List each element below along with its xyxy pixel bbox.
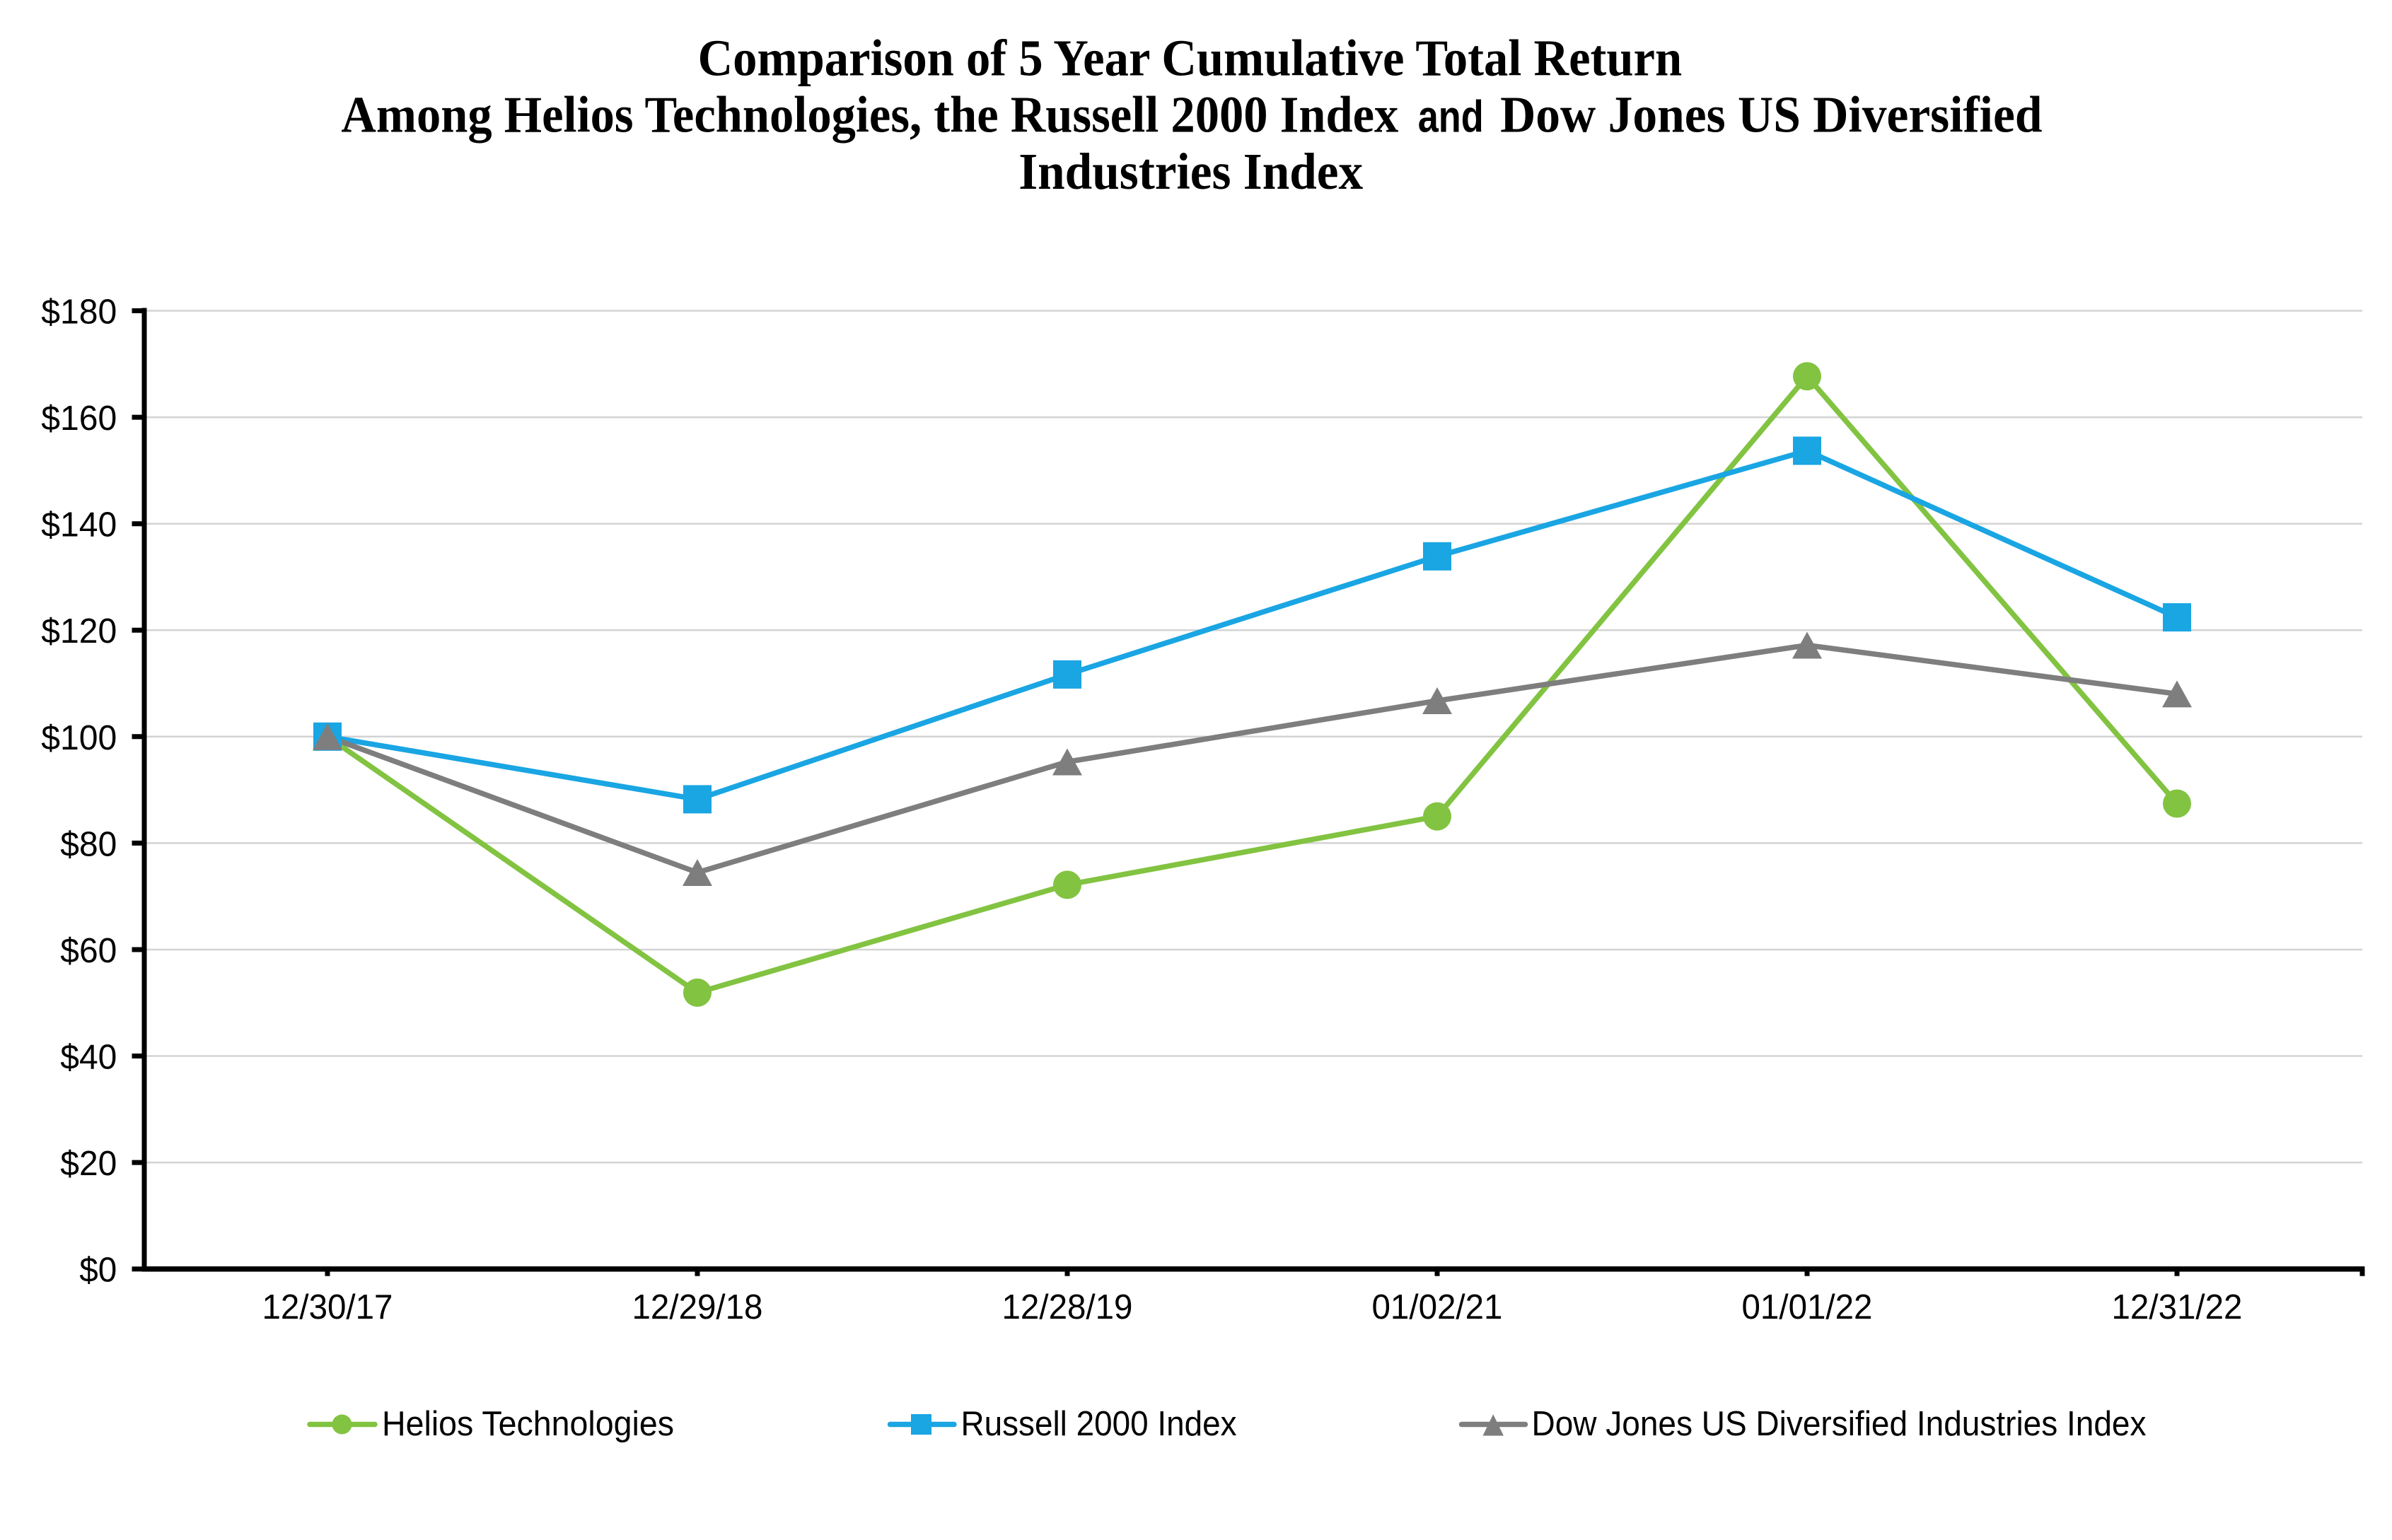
- svg-text:Among Helios Technologies, the: Among Helios Technologies, the Russell 2…: [341, 86, 1398, 143]
- svg-text:Comparison of 5 Year Cumulativ: Comparison of 5 Year Cumulative Total Re…: [698, 29, 1683, 86]
- svg-text:Dow Jones US Diversified Indus: Dow Jones US Diversified Industries Inde…: [1532, 1405, 2147, 1443]
- svg-text:12/31/22: 12/31/22: [2112, 1288, 2243, 1326]
- svg-text:$0: $0: [79, 1252, 117, 1290]
- svg-text:$180: $180: [41, 293, 117, 332]
- svg-text:12/29/18: 12/29/18: [632, 1288, 763, 1326]
- svg-text:$160: $160: [41, 399, 117, 438]
- svg-text:12/30/17: 12/30/17: [262, 1288, 393, 1326]
- svg-text:01/01/22: 01/01/22: [1742, 1288, 1873, 1326]
- svg-text:$40: $40: [60, 1039, 117, 1077]
- svg-text:12/28/19: 12/28/19: [1002, 1288, 1133, 1326]
- svg-text:$20: $20: [60, 1145, 117, 1183]
- svg-text:01/02/21: 01/02/21: [1372, 1288, 1503, 1326]
- svg-text:Dow Jones US Diversified: Dow Jones US Diversified: [1500, 86, 2042, 143]
- svg-text:$140: $140: [41, 506, 117, 544]
- svg-text:Industries Index: Industries Index: [1018, 143, 1363, 200]
- svg-text:Russell 2000 Index: Russell 2000 Index: [961, 1405, 1237, 1443]
- svg-text:$100: $100: [41, 719, 117, 757]
- svg-text:and: and: [1418, 92, 1484, 141]
- svg-text:$120: $120: [41, 612, 117, 651]
- svg-text:Helios Technologies: Helios Technologies: [382, 1405, 674, 1443]
- svg-text:$80: $80: [60, 825, 117, 863]
- svg-text:$60: $60: [60, 932, 117, 970]
